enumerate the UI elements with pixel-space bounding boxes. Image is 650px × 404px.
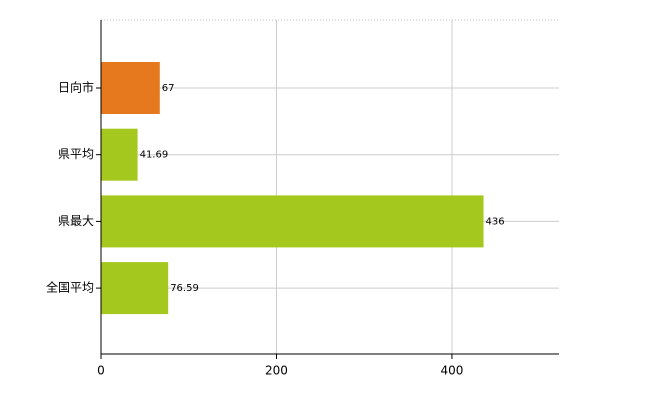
value-label: 436 [486, 216, 505, 227]
bar [101, 128, 138, 181]
y-tick-label: 県平均 [58, 147, 94, 161]
x-tick-label: 0 [97, 364, 105, 378]
y-tick-label: 県最大 [58, 214, 94, 228]
y-tick-label: 全国平均 [46, 280, 94, 295]
x-tick-label: 400 [441, 364, 464, 378]
bar [101, 62, 160, 114]
value-label: 41.69 [140, 150, 169, 161]
value-label: 67 [162, 83, 175, 94]
bar [101, 262, 169, 315]
bar [101, 195, 484, 248]
value-label: 76.59 [170, 283, 199, 294]
y-tick-label: 日向市 [58, 80, 94, 95]
x-tick-label: 200 [265, 364, 288, 378]
